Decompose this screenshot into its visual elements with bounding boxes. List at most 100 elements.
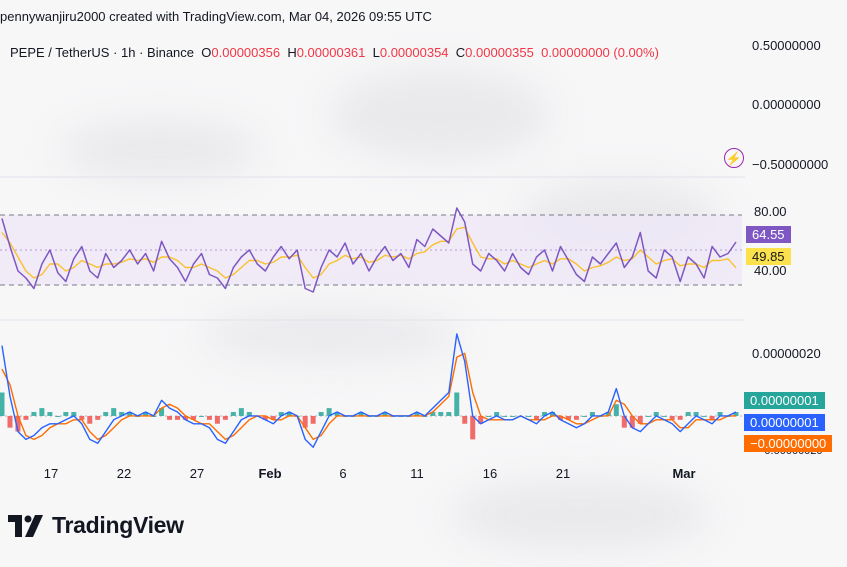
macd-histogram-bar [95,415,101,420]
tradingview-brand[interactable]: TradingView [8,512,184,539]
macd-histogram-bar [318,412,324,416]
lightning-icon[interactable]: ⚡ [724,148,744,168]
macd-histogram-bar [438,412,444,416]
rsi-value-tag: 64.55 [746,226,791,243]
high-value: 0.00000361 [296,45,366,60]
macd-histogram-bar [589,412,595,416]
macd-axis-tick: 0.00000020 [752,346,821,361]
macd-histogram-bar [502,415,508,417]
signal-value-tag: −0.00000000 [744,435,833,452]
macd-value-tag: 0.00000001 [744,414,825,431]
open-value: 0.00000356 [211,45,281,60]
macd-histogram-bar [302,415,308,428]
x-axis-label: 27 [189,466,205,481]
rsi-ma-value-tag: 49.85 [746,248,791,265]
macd-histogram-bar [565,415,571,420]
rsi-axis-tick: 40.00 [754,263,787,278]
macd-histogram-bar [677,415,683,420]
macd-histogram-bar [198,415,204,417]
symbol-name[interactable]: PEPE / TetherUS · 1h · Binance [10,45,195,60]
brand-name: TradingView [52,512,184,538]
macd-histogram-bar [701,415,707,417]
macd-histogram-bar [31,412,37,416]
close-value: 0.00000355 [465,45,534,60]
macd-histogram-bar [486,415,492,417]
x-axis-label: 21 [555,466,571,481]
macd-histogram-bar [127,412,133,416]
macd-histogram-bar [494,412,500,416]
macd-histogram-bar [326,408,332,416]
macd-histogram-bar [238,408,244,416]
macd-histogram-bar [190,415,196,420]
macd-histogram-bar [103,412,109,416]
macd-histogram-bar [733,412,739,416]
macd-histogram-bar [542,412,548,416]
x-axis-label: 6 [339,466,347,481]
macd-histogram-bar [15,415,21,432]
background-blotch [200,310,460,360]
symbol-ohlc-line: PEPE / TetherUS · 1h · Binance O0.000003… [10,45,659,60]
macd-histogram-bar [709,415,715,420]
macd-histogram-bar [414,412,420,416]
x-axis-label: Feb [258,466,282,481]
x-axis-label: 17 [43,466,59,481]
macd-histogram-bar [63,412,69,416]
chart-credit: pennywanjiru2000 created with TradingVie… [0,9,432,24]
close-key: C [455,45,466,60]
macd-histogram-bar [454,392,460,416]
macd-histogram-bar [310,415,316,424]
macd-histogram-bar [693,412,699,416]
x-axis-label: 11 [410,466,424,481]
macd-histogram-bar [47,412,53,416]
background-blotch [60,120,260,180]
macd-histogram-bar [557,415,563,420]
macd-histogram-bar [246,412,252,416]
change-value: 0.00000000 (0.00%) [541,45,659,60]
macd-histogram-bar [621,415,627,428]
histogram-value-tag: 0.00000001 [744,392,825,409]
price-axis-tick: −0.50000000 [752,157,829,172]
macd-histogram-bar [7,415,13,428]
macd-histogram-bar [167,415,173,420]
macd-histogram-bar [573,415,579,420]
macd-histogram-bar [669,415,675,420]
macd-histogram-bar [470,415,476,440]
low-key: L [372,45,380,60]
x-axis-label: 22 [116,466,132,481]
x-axis-label: Mar [672,466,696,481]
macd-histogram-bar [446,412,452,416]
macd-histogram-bar [661,415,667,417]
macd-histogram-bar [653,412,659,416]
macd-histogram-bar [637,415,643,424]
macd-histogram-bar [334,412,340,416]
background-blotch [450,480,710,550]
macd-line [1,333,737,448]
macd-histogram-bar [222,415,228,420]
macd-histogram-bar [605,412,611,416]
macd-histogram-bar [23,415,29,420]
macd-histogram-bar [183,415,188,420]
macd-histogram-bar [119,412,125,416]
macd-histogram-bar [581,415,587,417]
macd-histogram-bar [526,415,532,417]
macd-histogram-bar [510,415,516,417]
macd-histogram-bar [39,408,45,416]
macd-histogram-bar [159,408,165,416]
macd-histogram-bar [111,408,117,416]
macd-histogram-bar [685,412,691,416]
macd-histogram-bar [278,412,284,416]
macd-histogram-bar [262,415,268,420]
macd-histogram-bar [87,415,93,424]
macd-histogram-bar [462,415,468,424]
macd-histogram-bar [358,412,364,416]
macd-histogram-bar [55,415,61,417]
x-axis-label: 16 [482,466,498,481]
macd-histogram-bar [613,404,619,416]
macd-histogram-bar [175,415,181,420]
tradingview-logo-icon [8,514,43,537]
high-key: H [287,45,297,60]
macd-histogram-bar [534,415,540,420]
macd-histogram-bar [629,415,635,428]
price-axis-tick: 0.50000000 [752,38,821,53]
